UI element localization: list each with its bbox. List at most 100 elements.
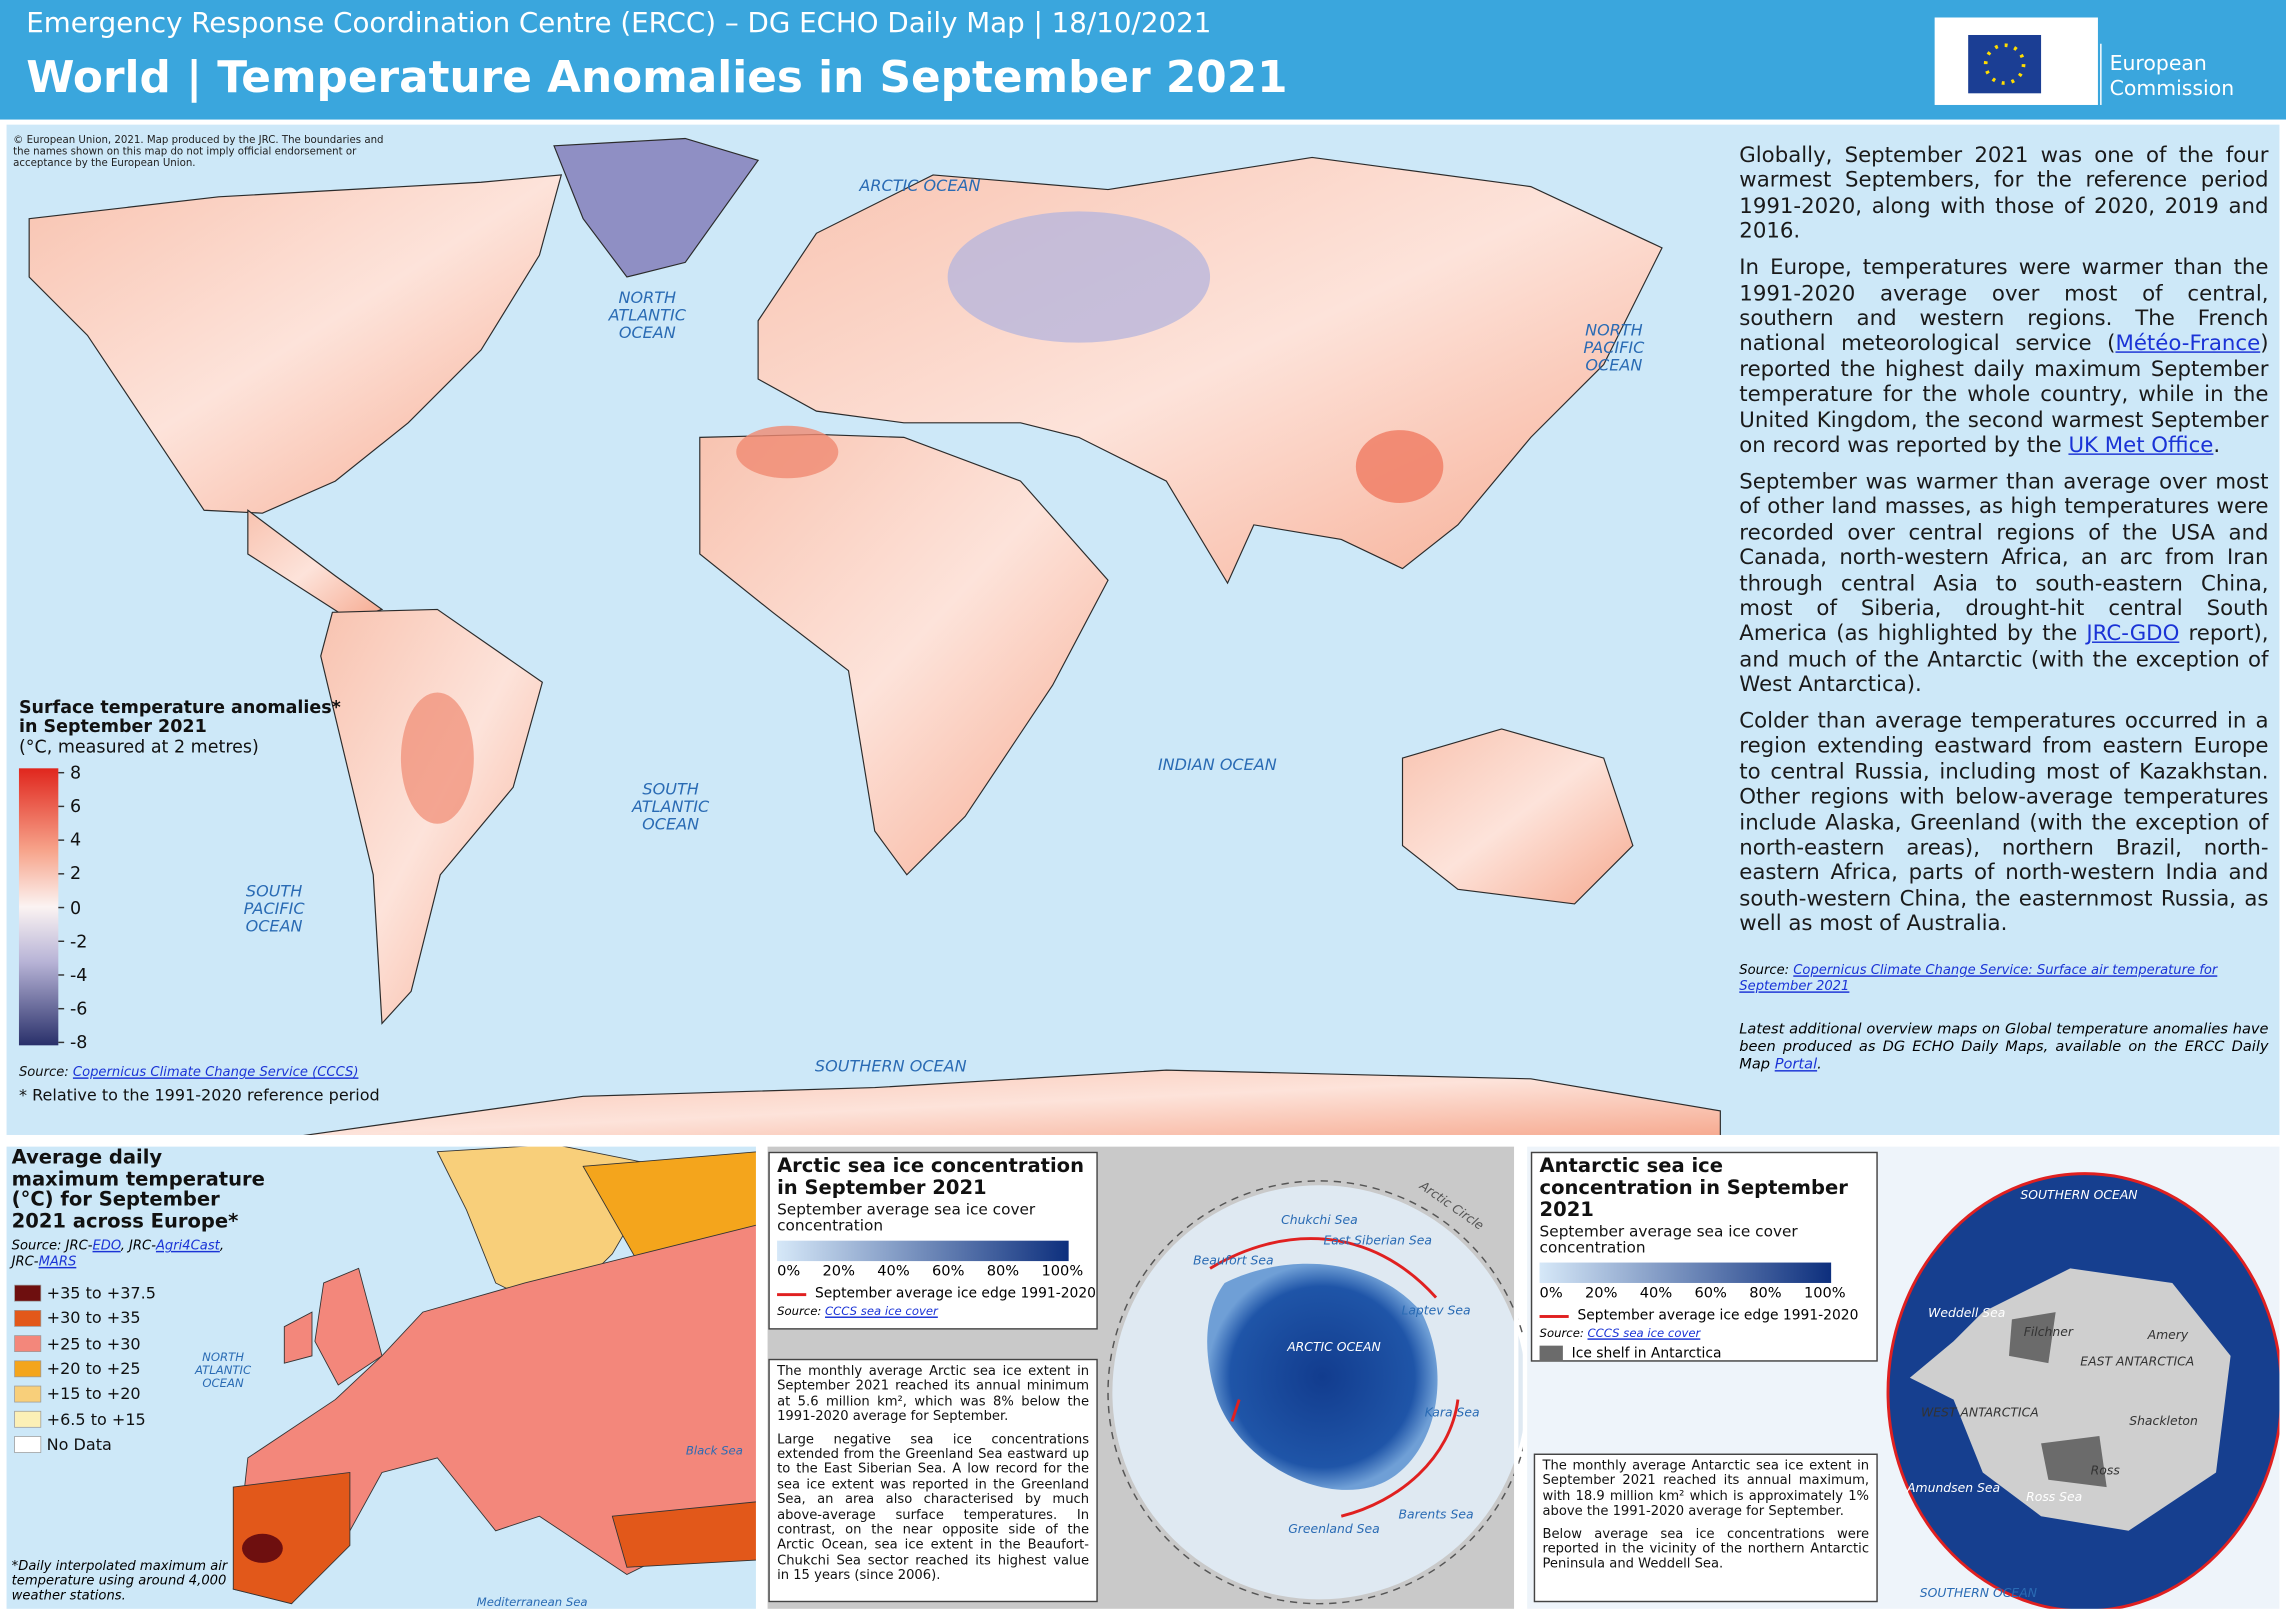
box-subtitle: September average sea ice cover concentr… [777,1201,1036,1235]
ireland [283,1311,313,1364]
main-border [2,120,2284,1140]
text-run: Source: [1739,963,1794,979]
text-run: . [2213,432,2221,458]
shelf-legend: Ice shelf in Antarctica [1539,1345,1877,1362]
paragraph: In Europe, temperatures were warmer than… [1739,255,2268,458]
europe-land [232,1144,759,1605]
paragraph: Globally, September 2021 was one of the … [1739,143,2268,245]
text-panel: Globally, September 2021 was one of the … [1739,143,2268,948]
map-label: Beaufort Sea [1193,1254,1274,1270]
europe-footnote: *Daily interpolated maximum air temperat… [11,1559,228,1604]
legend-swatch [14,1310,42,1327]
warm-anomaly [400,692,474,824]
iberia [232,1471,351,1605]
antarctic-border [1522,1142,2284,1614]
colorbar-tick-label: 2 [69,863,82,885]
edge-swatch [777,1292,807,1296]
text-run: Globally, September 2021 was one of the … [1739,142,2269,244]
text-run: ) reported the highest daily maximum Sep… [1739,331,2269,458]
text-run: September was warmer than average over m… [1739,469,2269,647]
text-run: Colder than average temperatures occurre… [1739,708,2269,937]
link[interactable]: CCCS sea ice cover [1587,1326,1701,1340]
map-label: Filchner [2023,1325,2073,1341]
map-label: Amery [2147,1328,2189,1344]
link[interactable]: Portal [1774,1056,1818,1074]
colorbar-tick-label: 8 [69,762,82,783]
box-source: Source: CCCS sea ice cover [777,1305,1096,1318]
ice-shelf [2008,1312,2056,1364]
legend-swatch [14,1335,42,1352]
ocean-label: ARCTIC OCEAN [859,176,981,196]
map-label: Kara Sea [1424,1406,1480,1421]
warm-anomaly [736,425,839,479]
paragraph: Below average sea ice concentrations wer… [1542,1527,1869,1573]
text-run: Latest additional overview maps on Globa… [1739,1021,2269,1074]
africa [699,433,1109,876]
scale-label: 20% [822,1264,855,1281]
map-footnote: * Relative to the 1991-2020 reference pe… [18,1086,380,1106]
map-label: Greenland Sea [1288,1522,1380,1538]
ocean-label: SOUTH PACIFIC OCEAN [243,882,305,936]
ice-edge [1209,1237,1460,1518]
link[interactable]: MARS [38,1255,77,1270]
north-america [28,174,563,514]
map-label: Shackleton [2129,1414,2198,1430]
legend-swatch [14,1410,42,1428]
link[interactable]: JRC-GDO [2086,621,2180,647]
antarctica-land [1909,1268,2231,1531]
australia [1401,728,1634,905]
edge-label: September average ice edge 1991-2020 [1577,1307,1859,1324]
map-label: ARCTIC OCEAN [1287,1340,1381,1356]
arctic-ice [1207,1263,1438,1490]
map-label: Laptev Sea [1401,1304,1471,1319]
text-run: Source: JRC- [11,1239,93,1254]
europe-title: Average daily maximum temperature (°C) f… [11,1147,265,1233]
scale-label: 60% [932,1264,965,1281]
text-source: Source: Copernicus Climate Change Servic… [1739,964,2268,996]
ocean-label: NORTH PACIFIC OCEAN [1583,320,1645,375]
arctic-text-box: The monthly average Arctic sea ice exten… [768,1358,1098,1603]
scale-label: 20% [1585,1285,1618,1302]
legend-subtitle: (°C, measured at 2 metres) [18,736,259,757]
scale-label: 0% [777,1264,801,1281]
text-run: Below average sea ice concentrations wer… [1542,1527,1870,1573]
ocean-label: INDIAN OCEAN [1157,755,1277,775]
map-source: Source: Copernicus Climate Change Servic… [19,1066,358,1081]
link[interactable]: Copernicus Climate Change Service: Surfa… [1739,963,2218,995]
edge-legend: September average ice edge 1991-2020 [1539,1307,1877,1324]
sea-label: Black Sea [685,1444,743,1458]
arctic-border [763,1142,1519,1614]
map-label: EAST ANTARCTICA [2080,1355,2195,1370]
scale-label: 40% [1639,1285,1673,1302]
concentration-bar [777,1240,1069,1262]
link[interactable]: Météo-France [2115,331,2261,357]
legend-label: +35 to +37.5 [46,1283,156,1303]
box-subtitle: September average sea ice cover concentr… [1539,1223,1798,1257]
scale-labels: 0% 20% 40% 60% 80% 100% [1540,1286,1846,1302]
text-run: . [1817,1056,1822,1074]
text-run: In Europe, temperatures were warmer than… [1739,255,2269,357]
link[interactable]: CCCS sea ice cover [825,1304,938,1318]
link[interactable]: Copernicus Climate Change Service (CCCS) [72,1065,359,1081]
text-run: Source: [777,1304,826,1318]
legend-label: +20 to +25 [46,1359,141,1379]
text-run: report), and much of the Antarctic (with… [1739,621,2269,698]
eu-flag [1968,34,2042,94]
scale-label: 100% [1803,1285,1846,1302]
paragraph: Large negative sea ice concentrations ex… [777,1433,1089,1585]
map-label: Ross Sea [2026,1490,2083,1506]
sea-label: Mediterranean Sea [476,1595,588,1609]
scale-label: 80% [1749,1285,1782,1302]
colorbar-tick-label: -6 [69,998,88,1019]
logo-text: European Commission [2109,52,2235,101]
scale-label: 0% [1539,1285,1563,1302]
cold-anomaly [947,211,1211,343]
map-label: Ross [2090,1464,2120,1480]
link[interactable]: Agri4Cast [155,1239,220,1254]
link[interactable]: EDO [92,1239,121,1254]
antarctica [291,1069,1721,1138]
colorbar-tick-label: -4 [69,964,88,986]
link[interactable]: UK Met Office [2068,432,2214,458]
